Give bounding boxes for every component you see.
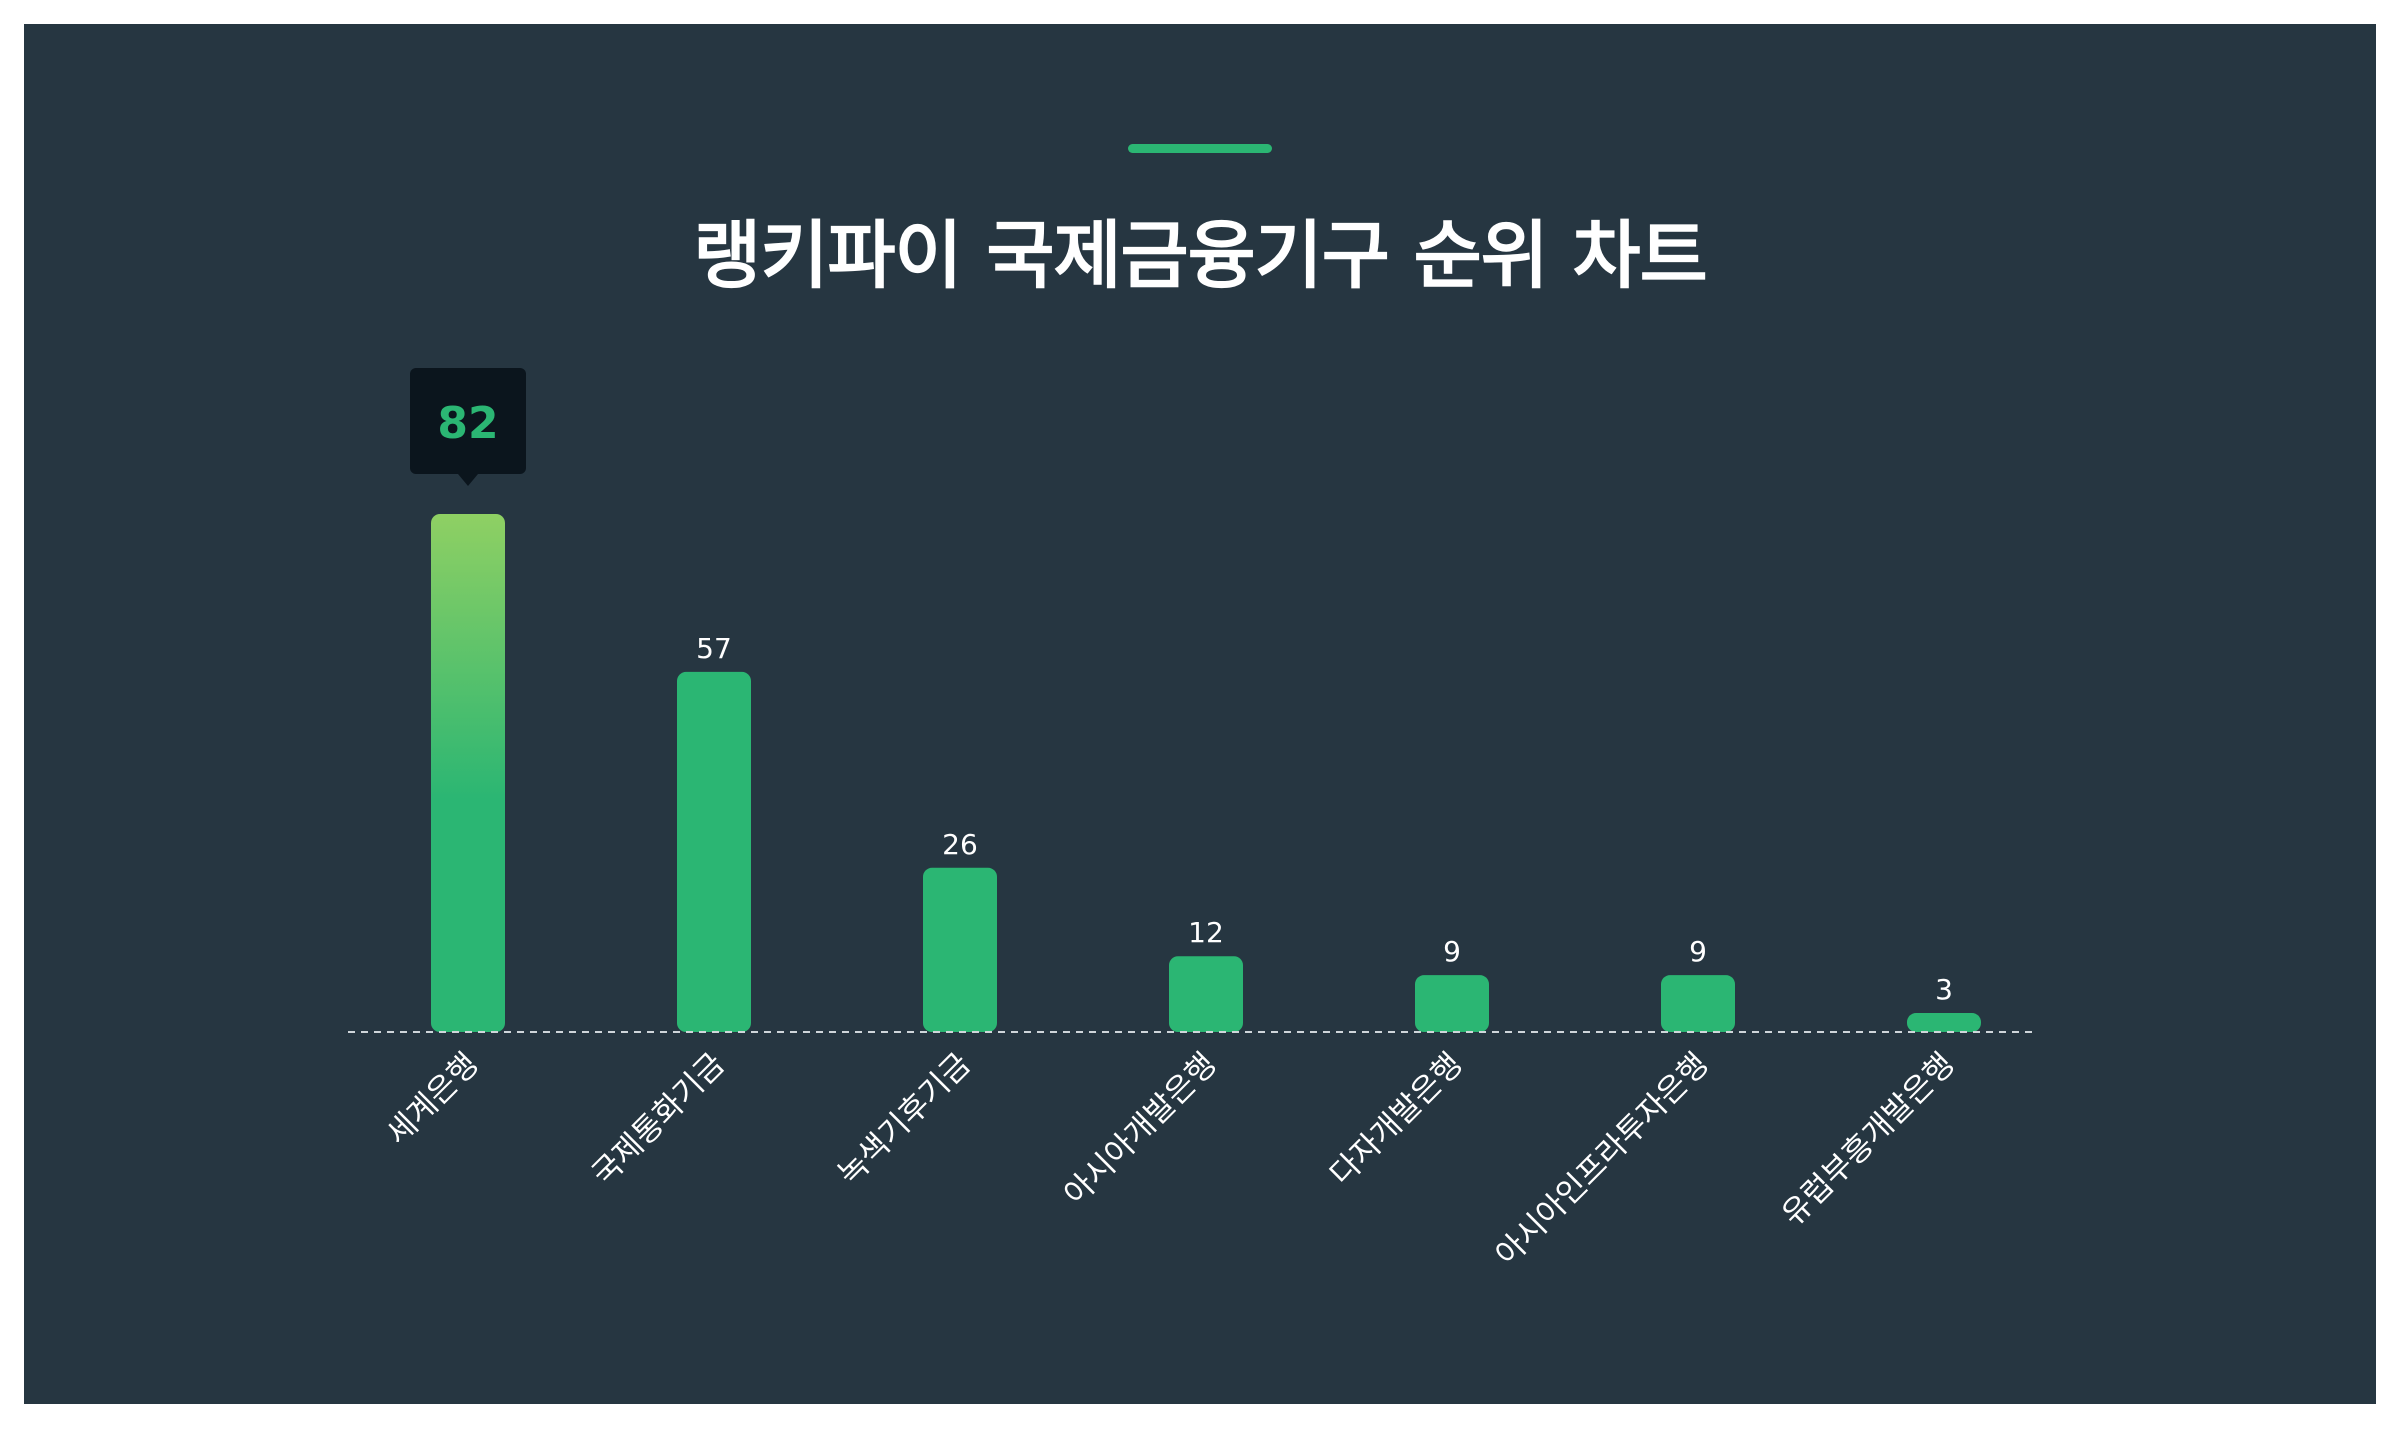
- category-label-1: 국제통화기금: [585, 1046, 731, 1192]
- bar-value-label-4: 9: [1443, 935, 1461, 968]
- title-accent-line: [1128, 144, 1272, 153]
- tooltip-value: 82: [437, 398, 498, 449]
- bar-value-label-3: 12: [1188, 916, 1224, 949]
- category-label-2: 녹색기후기금: [831, 1046, 977, 1192]
- category-label-0: 세계은행: [380, 1046, 486, 1152]
- category-label-3: 아시아개발은행: [1057, 1046, 1224, 1213]
- bar-5[interactable]: [1661, 975, 1735, 1032]
- value-tooltip: 82: [410, 368, 526, 486]
- bar-value-label-1: 57: [696, 632, 732, 665]
- bar-value-label-6: 3: [1935, 973, 1953, 1006]
- chart-title: 랭키파이 국제금융기구 순위 차트: [693, 213, 1707, 299]
- bar-chart: 82 세계은행 57 국제통화기금 26 녹색기후기금 12 아시아개발은행 9 다자개발은행 9…: [348, 368, 2036, 1273]
- category-label-6: 유럽부흥개발은행: [1775, 1046, 1962, 1233]
- bar-6[interactable]: [1907, 1013, 1981, 1032]
- category-label-5: 아시아인프라투자은행: [1489, 1046, 1716, 1273]
- bar-2[interactable]: [923, 867, 997, 1032]
- bar-4[interactable]: [1415, 975, 1489, 1032]
- bar-value-label-5: 9: [1689, 935, 1707, 968]
- category-label-4: 다자개발은행: [1323, 1046, 1469, 1192]
- bar-0[interactable]: [431, 514, 505, 1032]
- chart-card: 랭키파이 국제금융기구 순위 차트 82 세계은행 57 국제통화기금 26 녹색기후기…: [24, 24, 2376, 1404]
- bar-1[interactable]: [677, 671, 751, 1032]
- bar-3[interactable]: [1169, 956, 1243, 1032]
- bar-value-label-2: 26: [942, 828, 978, 861]
